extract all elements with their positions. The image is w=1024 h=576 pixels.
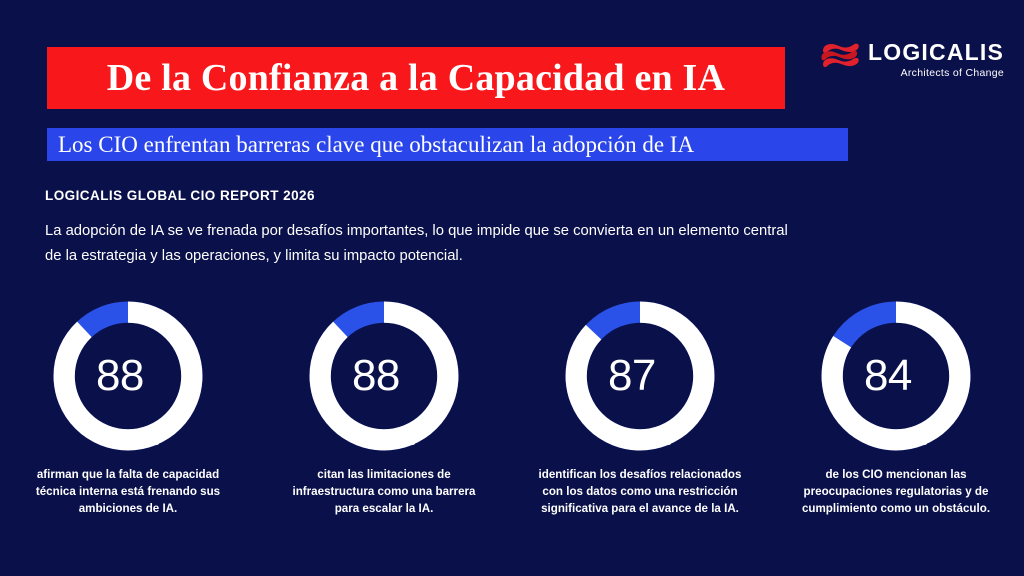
donut-chart-1: 88 % — [52, 300, 204, 452]
logo-text-block: LOGICALIS Architects of Change — [868, 40, 1004, 79]
donut-chart-row: 88 % afirman que la falta de capacidad t… — [0, 300, 1024, 517]
donut-value: 88 — [95, 351, 144, 400]
donut-value-arc — [53, 301, 203, 451]
logicalis-wave-mark-icon — [821, 43, 859, 68]
report-label: LOGICALIS GLOBAL CIO REPORT 2026 — [45, 188, 315, 203]
logicalis-logo: LOGICALIS Architects of Change — [820, 40, 1004, 79]
donut-value-arc — [821, 301, 971, 451]
donut-center-label-4: 84 % — [820, 300, 972, 452]
donut-stat-1: 88 % afirman que la falta de capacidad t… — [13, 300, 243, 517]
page-title: De la Confianza a la Capacidad en IA — [47, 47, 785, 109]
logo-wordmark: LOGICALIS — [868, 39, 1005, 65]
donut-chart-2: 88 % — [308, 300, 460, 452]
donut-stat-2: 88 % citan las limitaciones de infraestr… — [269, 300, 499, 517]
donut-center-label-2: 88 % — [308, 300, 460, 452]
donut-percent-sign: % — [144, 430, 161, 449]
logo-tagline: Architects of Change — [900, 67, 1005, 80]
donut-caption: afirman que la falta de capacidad técnic… — [35, 468, 221, 516]
donut-value-arc — [309, 301, 459, 451]
page-subtitle-text: Los CIO enfrentan barreras clave que obs… — [58, 131, 695, 157]
donut-chart-1-svg — [53, 301, 203, 451]
donut-value: 84 — [863, 351, 912, 400]
donut-value: 87 — [607, 351, 656, 400]
donut-percent-sign: % — [656, 430, 673, 449]
donut-chart-3: 87 % — [564, 300, 716, 452]
donut-value: 88 — [351, 351, 400, 400]
page-subtitle: Los CIO enfrentan barreras clave que obs… — [47, 128, 848, 161]
donut-center-label-3: 87 % — [564, 300, 716, 452]
donut-caption: identifican los desafíos relacionados co… — [538, 468, 742, 516]
donut-chart-4-svg — [821, 301, 971, 451]
donut-value-arc — [565, 301, 715, 451]
report-description: La adopción de IA se ve frenada por desa… — [45, 223, 788, 265]
donut-caption: de los CIO mencionan las preocupaciones … — [801, 468, 991, 516]
donut-stat-3: 87 % identifican los desafíos relacionad… — [525, 300, 755, 517]
donut-percent-sign: % — [912, 430, 929, 449]
donut-caption: citan las limitaciones de infraestructur… — [292, 468, 476, 516]
donut-chart-2-svg — [309, 301, 459, 451]
donut-chart-3-svg — [565, 301, 715, 451]
page-title-text: De la Confianza a la Capacidad en IA — [106, 57, 726, 99]
donut-chart-4: 84 % — [820, 300, 972, 452]
donut-stat-4: 84 % de los CIO mencionan las preocupaci… — [781, 300, 1011, 517]
donut-percent-sign: % — [400, 430, 417, 449]
donut-center-label-1: 88 % — [52, 300, 204, 452]
